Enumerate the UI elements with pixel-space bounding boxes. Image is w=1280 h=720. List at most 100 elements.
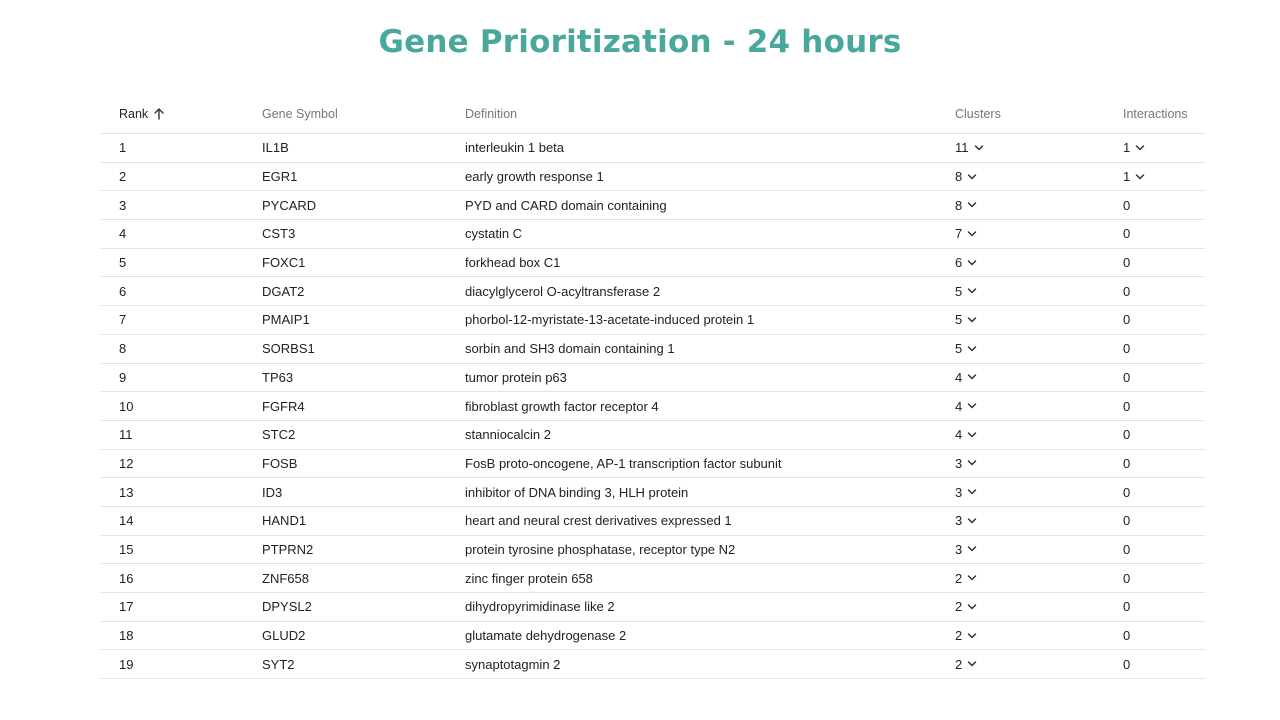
- definition-value: tumor protein p63: [465, 369, 567, 385]
- table-row[interactable]: 17 DPYSL2 dihydropyrimidinase like 2 2 0: [101, 593, 1205, 622]
- gene-symbol-cell: FOSB: [262, 450, 297, 478]
- gene-symbol-column-header[interactable]: Gene Symbol: [262, 94, 338, 133]
- gene-symbol-value: PYCARD: [262, 197, 317, 213]
- rank-value: 17: [119, 599, 134, 615]
- clusters-expand-toggle[interactable]: 8: [955, 169, 977, 184]
- definition-value: FosB proto-oncogene, AP-1 transcription …: [465, 455, 782, 471]
- table-row[interactable]: 2 EGR1 early growth response 1 8 1: [101, 163, 1205, 192]
- arrow-up-icon: [154, 107, 164, 120]
- clusters-expand-toggle[interactable]: 2: [955, 571, 977, 586]
- definition-cell: stanniocalcin 2: [465, 421, 551, 449]
- clusters-expand-toggle[interactable]: 4: [955, 399, 977, 414]
- definition-cell: inhibitor of DNA binding 3, HLH protein: [465, 478, 688, 506]
- table-row[interactable]: 7 PMAIP1 phorbol-12-myristate-13-acetate-i…: [101, 306, 1205, 335]
- interactions-value: 0: [1123, 369, 1131, 385]
- gene-symbol-value: CST3: [262, 226, 296, 242]
- clusters-expand-toggle[interactable]: 4: [955, 370, 977, 385]
- gene-symbol-value: SYT2: [262, 656, 295, 672]
- rank-cell: 6: [119, 277, 126, 305]
- definition-cell: PYD and CARD domain containing: [465, 191, 667, 219]
- interactions-column-header[interactable]: Interactions: [1123, 94, 1188, 133]
- interactions-value: 0: [1123, 599, 1131, 615]
- gene-symbol-cell: FGFR4: [262, 392, 305, 420]
- table-row[interactable]: 10 FGFR4 fibroblast growth factor receptor…: [101, 392, 1205, 421]
- clusters-expand-toggle[interactable]: 8: [955, 198, 977, 213]
- definition-cell: sorbin and SH3 domain containing 1: [465, 335, 675, 363]
- table-row[interactable]: 12 FOSB FosB proto-oncogene, AP-1 transcri…: [101, 450, 1205, 479]
- definition-column-header[interactable]: Definition: [465, 94, 517, 133]
- interactions-expand-toggle[interactable]: 1: [1123, 169, 1145, 184]
- definition-cell: fibroblast growth factor receptor 4: [465, 392, 659, 420]
- clusters-expand-toggle[interactable]: 2: [955, 657, 977, 672]
- definition-value: dihydropyrimidinase like 2: [465, 599, 615, 615]
- interactions-value: 0: [1123, 455, 1131, 471]
- rank-cell: 5: [119, 249, 126, 277]
- interactions-value: 0: [1123, 427, 1131, 443]
- chevron-down-icon: [1135, 145, 1145, 151]
- definition-cell: tumor protein p63: [465, 364, 567, 392]
- clusters-expand-toggle[interactable]: 2: [955, 628, 977, 643]
- clusters-value: 3: [955, 455, 963, 471]
- definition-cell: forkhead box C1: [465, 249, 560, 277]
- definition-value: diacylglycerol O-acyltransferase 2: [465, 283, 661, 299]
- clusters-cell: 5: [955, 335, 977, 363]
- gene-symbol-value: STC2: [262, 427, 296, 443]
- clusters-column-header[interactable]: Clusters: [955, 94, 1001, 133]
- table-row[interactable]: 15 PTPRN2 protein tyrosine phosphatase, re…: [101, 536, 1205, 565]
- table-row[interactable]: 14 HAND1 heart and neural crest derivative…: [101, 507, 1205, 536]
- clusters-expand-toggle[interactable]: 5: [955, 341, 977, 356]
- clusters-expand-toggle[interactable]: 3: [955, 456, 977, 471]
- gene-symbol-cell: ZNF658: [262, 564, 309, 592]
- gene-symbol-cell: DPYSL2: [262, 593, 312, 621]
- table-row[interactable]: 19 SYT2 synaptotagmin 2 2 0: [101, 650, 1205, 680]
- interactions-value: 0: [1123, 197, 1131, 213]
- clusters-expand-toggle[interactable]: 5: [955, 312, 977, 327]
- gene-symbol-cell: SYT2: [262, 650, 295, 678]
- table-row[interactable]: 8 SORBS1 sorbin and SH3 domain containing …: [101, 335, 1205, 364]
- table-row[interactable]: 4 CST3 cystatin C 7 0: [101, 220, 1205, 249]
- clusters-cell: 5: [955, 306, 977, 334]
- interactions-value: 0: [1123, 541, 1131, 557]
- clusters-expand-toggle[interactable]: 3: [955, 513, 977, 528]
- clusters-expand-toggle[interactable]: 6: [955, 255, 977, 270]
- interactions-cell: 0: [1123, 536, 1130, 564]
- rank-column-header[interactable]: Rank: [119, 94, 164, 133]
- rank-value: 16: [119, 570, 134, 586]
- clusters-expand-toggle[interactable]: 5: [955, 284, 977, 299]
- clusters-expand-toggle[interactable]: 2: [955, 599, 977, 614]
- table-row[interactable]: 3 PYCARD PYD and CARD domain containing 8 0: [101, 191, 1205, 221]
- clusters-expand-toggle[interactable]: 3: [955, 485, 977, 500]
- definition-value: sorbin and SH3 domain containing 1: [465, 341, 675, 357]
- interactions-cell: 0: [1123, 191, 1130, 219]
- table-row[interactable]: 18 GLUD2 glutamate dehydrogenase 2 2 0: [101, 622, 1205, 651]
- clusters-expand-toggle[interactable]: 7: [955, 226, 977, 241]
- page-title: Gene Prioritization - 24 hours: [378, 24, 902, 60]
- table-row[interactable]: 9 TP63 tumor protein p63 4 0: [101, 364, 1205, 393]
- clusters-expand-toggle[interactable]: 11: [955, 140, 984, 155]
- table-row[interactable]: 11 STC2 stanniocalcin 2 4 0: [101, 421, 1205, 450]
- interactions-expand-toggle[interactable]: 1: [1123, 140, 1145, 155]
- table-row[interactable]: 1 IL1B interleukin 1 beta 11 1: [101, 134, 1205, 163]
- definition-value: zinc finger protein 658: [465, 570, 593, 586]
- table-row[interactable]: 16 ZNF658 zinc finger protein 658 2 0: [101, 564, 1205, 593]
- clusters-value: 2: [955, 656, 963, 672]
- interactions-value: 0: [1123, 570, 1131, 586]
- clusters-cell: 3: [955, 536, 977, 564]
- gene-symbol-cell: IL1B: [262, 134, 289, 162]
- table-row[interactable]: 13 ID3 inhibitor of DNA binding 3, HLH pro…: [101, 478, 1205, 507]
- interactions-cell: 1: [1123, 134, 1145, 162]
- clusters-expand-toggle[interactable]: 4: [955, 427, 977, 442]
- clusters-value: 3: [955, 541, 963, 557]
- definition-cell: cystatin C: [465, 220, 522, 248]
- definition-value: synaptotagmin 2: [465, 656, 561, 672]
- rank-value: 5: [119, 255, 127, 271]
- clusters-expand-toggle[interactable]: 3: [955, 542, 977, 557]
- definition-value: interleukin 1 beta: [465, 140, 565, 156]
- table-row[interactable]: 6 DGAT2 diacylglycerol O-acyltransferase 2…: [101, 277, 1205, 307]
- interactions-cell: 1: [1123, 163, 1145, 191]
- interactions-cell: 0: [1123, 478, 1130, 506]
- table-row[interactable]: 5 FOXC1 forkhead box C1 6 0: [101, 249, 1205, 278]
- gene-symbol-cell: HAND1: [262, 507, 306, 535]
- rank-value: 13: [119, 484, 134, 500]
- clusters-value: 8: [955, 169, 963, 185]
